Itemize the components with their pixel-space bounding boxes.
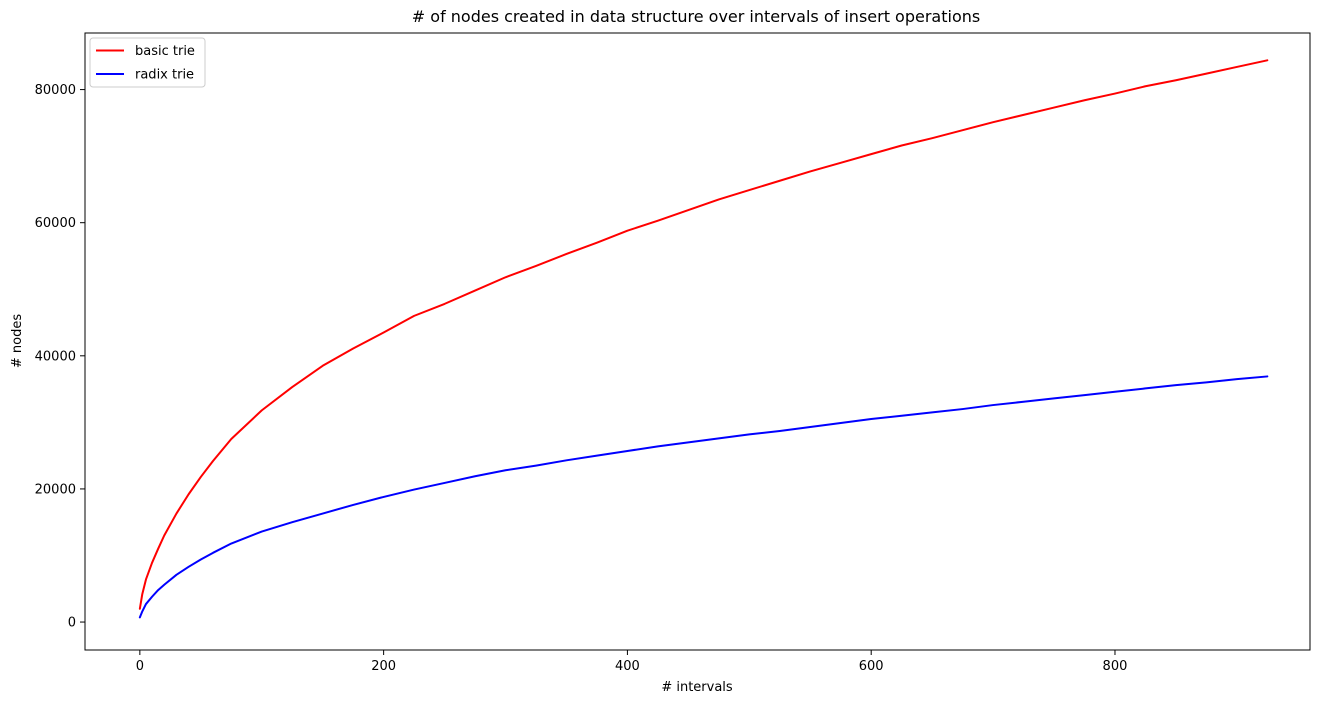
y-tick-label: 0 xyxy=(68,616,76,631)
series-lines xyxy=(138,59,1269,619)
x-tick-label: 400 xyxy=(615,659,640,674)
y-axis: 0 20000 40000 60000 80000 xyxy=(35,83,85,631)
x-tick-label: 200 xyxy=(371,659,396,674)
legend: basic trie radix trie xyxy=(89,37,206,88)
legend-label-basic-trie: basic trie xyxy=(135,44,195,59)
series-line-radix-trie xyxy=(138,375,1269,619)
x-axis-label: # intervals xyxy=(661,680,733,695)
x-tick-label: 800 xyxy=(1103,659,1128,674)
x-tick-label: 600 xyxy=(859,659,884,674)
y-axis-label: # nodes xyxy=(10,314,25,368)
y-tick-label: 60000 xyxy=(35,216,76,231)
chart-title: # of nodes created in data structure ove… xyxy=(412,7,980,26)
legend-label-radix-trie: radix trie xyxy=(135,68,194,83)
y-tick-label: 80000 xyxy=(35,83,76,98)
series-line-basic-trie xyxy=(138,59,1269,610)
y-tick-label: 40000 xyxy=(35,349,76,364)
plot-area xyxy=(84,32,1311,651)
x-axis: 0 200 400 600 800 xyxy=(136,650,1128,674)
y-tick-label: 20000 xyxy=(35,482,76,497)
plot-frame xyxy=(84,32,1311,651)
x-tick-label: 0 xyxy=(136,659,144,674)
